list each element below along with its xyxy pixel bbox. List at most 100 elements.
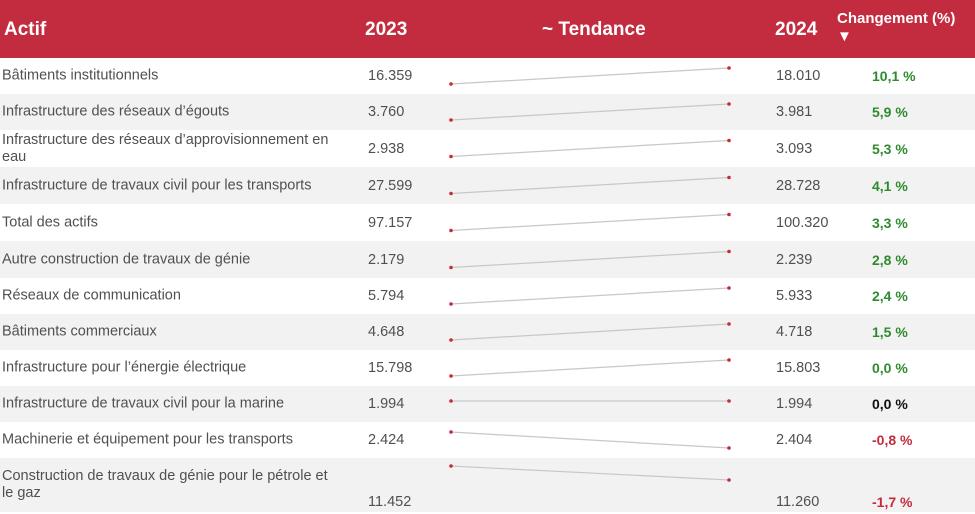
change-percent: 10,1 % [872,68,916,84]
trend-sparkline [449,175,731,196]
trend-point-2024 [727,399,731,403]
sort-descending-icon[interactable]: ▼ [837,28,852,45]
asset-label: Réseaux de communication [2,287,181,304]
trend-point-2024 [727,358,731,362]
trend-sparkline [449,212,731,233]
trend-sparkline [449,102,731,122]
table-row[interactable]: Infrastructure des réseaux d’égouts 3.760… [0,94,975,130]
asset-label: Infrastructure pour l’énergie électrique [2,359,247,376]
trend-point-2024 [727,138,731,143]
trend-sparkline [449,138,731,159]
trend-point-2023 [449,338,453,342]
trend-point-2023 [449,118,453,122]
value-2023: 3.760 [368,104,405,120]
value-2023: 1.994 [368,396,405,412]
change-percent: -0,8 % [872,432,913,448]
value-2023: 2.938 [368,140,405,157]
table-row[interactable]: Machinerie et équipement pour les transp… [0,422,975,458]
change-percent: 3,3 % [872,214,908,231]
value-2023: 5.794 [368,288,405,304]
table-row[interactable]: Bâtiments commerciaux 4.648 4.718 1,5 % [0,314,975,350]
header-change-label: Changement (%) [837,10,956,27]
change-percent: 4,1 % [872,177,908,194]
value-2023: 97.157 [368,214,413,231]
trend-point-2023 [449,464,453,468]
trend-point-2023 [449,191,453,196]
change-percent: 5,9 % [872,104,908,120]
trend-point-2023 [449,228,453,233]
table-row[interactable]: Réseaux de communication 5.794 5.933 2,4 % [0,278,975,314]
trend-point-2024 [727,478,731,482]
change-percent: 0,0 % [872,396,908,412]
asset-label: Autre construction de travaux de génie [2,251,251,267]
asset-label: Infrastructure de travaux civil pour la … [2,395,285,412]
trend-point-2023 [449,265,453,270]
trend-point-2023 [449,302,453,306]
value-2024: 3.093 [776,140,813,157]
value-2024: 15.803 [776,360,821,376]
header-actif[interactable]: Actif [4,19,47,40]
value-2023: 11.452 [368,494,412,510]
value-2023: 4.648 [368,324,405,340]
trend-line [450,67,730,85]
trend-point-2023 [449,399,453,403]
trend-line [450,431,730,449]
trend-point-2023 [449,430,453,434]
trend-point-2024 [727,286,731,290]
asset-label: Infrastructure des réseaux d’égouts [2,103,230,120]
value-2024: 11.260 [776,494,820,510]
table-row[interactable]: Construction de travaux de génie pour le… [0,458,975,512]
trend-line [450,103,730,121]
trend-line [450,359,730,377]
change-percent: 2,4 % [872,288,908,304]
header-change[interactable]: Changement (%) ▼ [837,10,955,46]
trend-point-2024 [727,102,731,106]
trend-sparkline [449,430,731,450]
change-percent: 1,5 % [872,324,908,340]
asset-label: Construction de travaux de génie pour le… [2,468,328,501]
value-2024: 2.239 [776,251,813,268]
trend-point-2024 [727,212,731,217]
value-2024: 4.718 [776,324,813,340]
asset-label: Total des actifs [2,214,98,230]
change-percent: 5,3 % [872,140,908,157]
table-row[interactable]: Total des actifs 97.157 100.320 3,3 % [0,204,975,241]
trend-line [450,176,730,195]
table-row[interactable]: Infrastructure de travaux civil pour les… [0,167,975,204]
trend-point-2024 [727,66,731,70]
trend-sparkline [449,322,731,342]
trend-point-2024 [727,175,731,180]
table-row[interactable]: Infrastructure des réseaux d’approvision… [0,130,975,167]
table-row[interactable]: Infrastructure de travaux civil pour la … [0,386,975,422]
trend-point-2024 [727,322,731,326]
trend-point-2023 [449,154,453,159]
table-row[interactable]: Infrastructure pour l’énergie électrique… [0,350,975,386]
asset-label: Machinerie et équipement pour les transp… [2,431,293,448]
table-row[interactable]: Bâtiments institutionnels 16.359 18.010 10,… [0,58,975,94]
value-2023: 2.179 [368,251,405,268]
value-2024: 18.010 [776,68,821,84]
trend-line [450,465,730,481]
trend-point-2023 [449,82,453,86]
trend-line [450,250,730,269]
trend-line [450,139,730,158]
change-percent: 2,8 % [872,251,908,268]
value-2023: 16.359 [368,68,413,84]
asset-label: Infrastructure des réseaux d’approvision… [2,131,329,165]
value-2024: 3.981 [776,104,813,120]
value-2024: 1.994 [776,396,813,412]
value-2024: 2.404 [776,432,813,448]
trend-sparkline [449,358,731,378]
value-2024: 100.320 [776,214,829,231]
asset-label: Bâtiments commerciaux [2,323,157,340]
value-2024: 5.933 [776,288,813,304]
table-row[interactable]: Autre construction de travaux de génie 2.… [0,241,975,278]
trend-point-2023 [449,374,453,378]
header-trend[interactable]: ~ Tendance [542,19,646,40]
header-2023[interactable]: 2023 [365,19,408,40]
trend-sparkline [449,464,731,482]
trend-point-2024 [727,249,731,254]
header-2024[interactable]: 2024 [775,19,818,40]
asset-label: Infrastructure de travaux civil pour les… [2,177,312,193]
change-percent: -1,7 % [872,494,913,510]
